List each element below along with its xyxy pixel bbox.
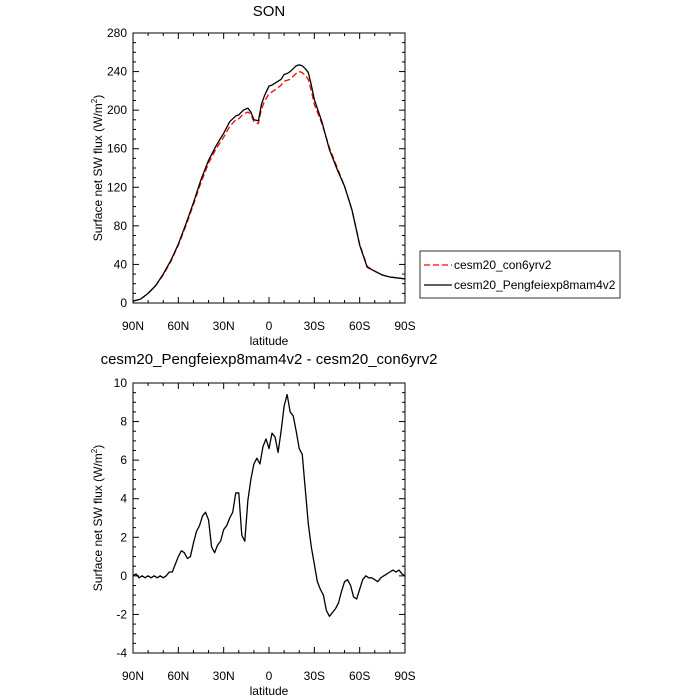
bottom-y-axis-label-sup: 2 (90, 448, 99, 453)
top-x-tick-label: 90S (394, 319, 415, 333)
bottom-x-tick-label: 60N (167, 669, 189, 683)
bottom-y-tick-label: 10 (114, 376, 128, 390)
top-y-tick-label: 0 (120, 296, 127, 310)
bottom-x-tick-label: 30S (304, 669, 325, 683)
bottom-y-tick-label: -2 (116, 607, 127, 621)
bottom-panel: cesm20_Pengfeiexp8mam4v2 - cesm20_con6yr… (90, 351, 437, 698)
top-y-axis-label-tail: ) (91, 95, 105, 99)
top-x-tick-label: 90N (122, 319, 144, 333)
bottom-plot-lines (132, 393, 406, 618)
top-y-tick-label: 280 (107, 26, 127, 40)
top-y-tick-label: 200 (107, 103, 127, 117)
top-y-tick-label: 120 (107, 180, 127, 194)
bottom-ticks: 90N 60N 30N 0 30S 60S 90S -4 -2 0 2 4 6 8 10 (114, 376, 416, 683)
bottom-x-tick-label: 60S (349, 669, 370, 683)
top-x-tick-label: 30S (304, 319, 325, 333)
bottom-y-tick-label: -4 (116, 646, 127, 660)
bottom-y-tick-label: 6 (120, 453, 127, 467)
bottom-y-axis-label-tail: ) (91, 445, 105, 449)
bottom-x-tick-label: 90N (122, 669, 144, 683)
top-plot-lines (132, 64, 406, 302)
legend-label-cesm20-con6yrv2: cesm20_con6yrv2 (454, 258, 552, 272)
bottom-y-tick-label: 2 (120, 530, 127, 544)
top-x-tick-label: 60N (167, 319, 189, 333)
top-x-axis-label: latitude (250, 334, 289, 348)
top-panel: SON 90N 60N 30N 0 30S 60S 90S 0 40 80 120 160 200 240… (90, 3, 621, 348)
bottom-chart-title: cesm20_Pengfeiexp8mam4v2 - cesm20_con6yr… (101, 351, 438, 368)
top-y-tick-label: 40 (114, 257, 128, 271)
bottom-y-tick-label: 8 (120, 415, 127, 429)
bottom-y-tick-label: 0 (120, 569, 127, 583)
legend: cesm20_con6yrv2 cesm20_Pengfeiexp8mam4v2 (419, 250, 621, 299)
top-x-tick-label: 30N (213, 319, 235, 333)
top-y-tick-label: 240 (107, 65, 127, 79)
top-y-tick-label: 160 (107, 142, 127, 156)
top-ticks: 90N 60N 30N 0 30S 60S 90S 0 40 80 120 160 200 240 280 (107, 26, 416, 333)
top-y-tick-label: 80 (114, 219, 128, 233)
top-x-tick-label: 60S (349, 319, 370, 333)
top-series-line-cesm20-pengfeiexp8mam4v2 (132, 64, 406, 302)
bottom-x-axis-label: latitude (250, 684, 289, 698)
bottom-y-axis-label-main: Surface net SW flux (W/m (91, 453, 105, 591)
top-x-tick-label: 0 (266, 319, 273, 333)
legend-box (419, 250, 621, 299)
top-chart-title: SON (253, 3, 286, 20)
bottom-x-tick-label: 0 (266, 669, 273, 683)
bottom-x-tick-label: 30N (213, 669, 235, 683)
bottom-x-tick-label: 90S (394, 669, 415, 683)
top-y-axis-label-main: Surface net SW flux (W/m (91, 103, 105, 241)
top-y-axis-label-sup: 2 (90, 98, 99, 103)
bottom-y-tick-label: 4 (120, 492, 127, 506)
legend-label-cesm20-pengfeiexp8mam4v2: cesm20_Pengfeiexp8mam4v2 (454, 278, 616, 292)
bottom-series-line-0 (132, 393, 406, 618)
bottom-y-axis-label: Surface net SW flux (W/m2) (90, 445, 105, 591)
top-y-axis-label: Surface net SW flux (W/m2) (90, 95, 105, 241)
